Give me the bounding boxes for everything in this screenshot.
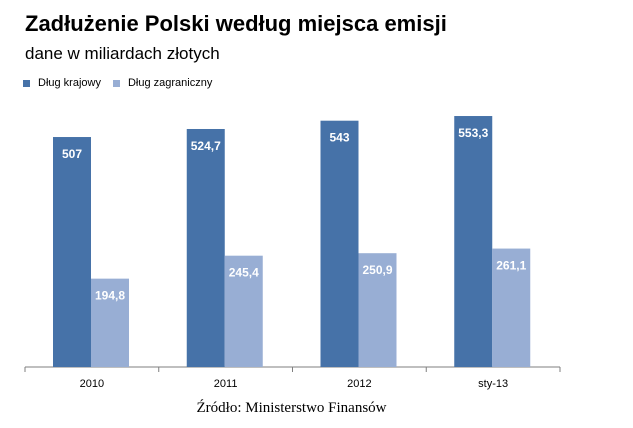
bar-foreign	[492, 248, 531, 367]
bar-domestic	[454, 116, 493, 367]
x-tick-label: 2011	[214, 378, 238, 390]
x-tick-label: 2010	[80, 378, 104, 390]
source-note: Źródło: Ministerstwo Finansów	[196, 400, 387, 416]
legend-swatch-foreign	[112, 79, 120, 87]
legend-label-foreign: Dług zagraniczny	[127, 77, 213, 89]
bar-domestic	[186, 128, 225, 367]
chart-subtitle: dane w miliardach złotych	[25, 44, 220, 63]
data-label: 543	[329, 131, 349, 145]
bar-domestic	[320, 120, 359, 368]
data-label: 194,8	[95, 289, 125, 303]
data-label: 261,1	[496, 259, 526, 273]
data-label: 553,3	[458, 126, 488, 140]
legend-item-domestic: Dług krajowy	[23, 77, 101, 89]
legend-label-domestic: Dług krajowy	[38, 77, 101, 89]
data-label: 524,7	[191, 139, 221, 153]
data-label: 245,4	[229, 266, 259, 280]
data-label: 250,9	[362, 263, 392, 277]
data-label: 507	[62, 147, 82, 161]
chart-legend: Dług krajowy Dług zagraniczny	[23, 75, 224, 91]
x-tick-label: sty-13	[478, 378, 508, 390]
chart-title: Zadłużenie Polski według miejsca emisji	[25, 11, 447, 36]
legend-item-foreign: Dług zagraniczny	[112, 77, 213, 89]
bar-domestic	[53, 137, 91, 367]
bar-foreign	[91, 278, 129, 367]
bar-foreign	[358, 253, 397, 367]
bar-foreign	[224, 255, 263, 367]
x-tick-label: 2012	[347, 378, 371, 390]
legend-swatch-domestic	[23, 79, 30, 87]
